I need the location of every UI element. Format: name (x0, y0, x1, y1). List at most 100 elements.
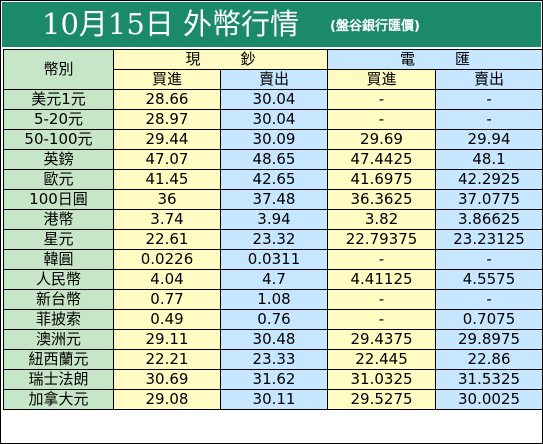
exchange-rate-table: 幣別 現鈔 電匯 買進 賣出 買進 賣出 美元1元 28.66 30.04- -5-2… (3, 49, 543, 410)
currency-name: 人民幣 (3, 269, 114, 290)
cash-buy-cell: 29.11 (113, 329, 221, 350)
cash-buy-cell: 30.69 (113, 369, 221, 390)
cash-buy-cell: 28.97 (113, 109, 221, 130)
currency-name: 澳洲元 (3, 329, 114, 350)
wire-buy-cell: - (327, 109, 437, 130)
table-row: 歐元 41.45 42.65 41.6975 42.2925 (3, 169, 543, 190)
currency-name: 100日圓 (3, 189, 114, 210)
wire-buy-cell: 29.69 (327, 129, 437, 150)
cash-buy-header: 買進 (113, 69, 221, 90)
wire-buy-cell: - (327, 309, 437, 330)
cash-buy-cell: 29.44 (113, 129, 221, 150)
wire-buy-cell: 29.4375 (327, 329, 437, 350)
wire-sell-cell: 31.5325 (435, 369, 543, 390)
wire-sell-cell: - (435, 249, 543, 270)
wire-buy-cell: - (327, 89, 437, 110)
cash-buy-cell: 4.04 (113, 269, 221, 290)
cash-buy-cell: 0.49 (113, 309, 221, 330)
cash-buy-cell: 36 (113, 189, 221, 210)
wire-buy-cell: 3.82 (327, 209, 437, 230)
table-row: 韓圓 0.0226 0.0311- - (3, 249, 543, 270)
cash-sell-cell: 30.04 (219, 89, 329, 110)
cash-sell-cell: 23.32 (219, 229, 329, 250)
wire-sell-cell: 23.23125 (435, 229, 543, 250)
wire-buy-cell: 29.5275 (327, 389, 437, 410)
table-row: 新台幣 0.77 1.08- - (3, 289, 543, 310)
wire-buy-cell: 22.445 (327, 349, 437, 370)
wire-buy-cell: 36.3625 (327, 189, 437, 210)
wire-buy-cell: 31.0325 (327, 369, 437, 390)
table-row: 100日圓 36 37.48 36.3625 37.0775 (3, 189, 543, 210)
currency-name: 星元 (3, 229, 114, 250)
page-title: 10月15日 外幣行情 (42, 7, 300, 41)
table-row: 菲披索 0.49 0.76-0.7075 (3, 309, 543, 330)
cash-sell-cell: 30.11 (219, 389, 329, 410)
cash-sell-cell: 48.65 (219, 149, 329, 170)
cash-buy-cell: 0.0226 (113, 249, 221, 270)
title-banner: 10月15日 外幣行情 (盤谷銀行匯價) (2, 2, 541, 47)
currency-name: 紐西蘭元 (3, 349, 114, 370)
cash-sell-cell: 1.08 (219, 289, 329, 310)
cash-buy-cell: 47.07 (113, 149, 221, 170)
wire-sell-cell: - (435, 289, 543, 310)
cash-sell-cell: 30.04 (219, 109, 329, 130)
table-row: 紐西蘭元 22.21 23.33 22.445 22.86 (3, 349, 543, 370)
cash-buy-cell: 29.08 (113, 389, 221, 410)
wire-sell-cell: 42.2925 (435, 169, 543, 190)
currency-name: 新台幣 (3, 289, 114, 310)
cash-buy-cell: 28.66 (113, 89, 221, 110)
cash-sell-header: 賣出 (219, 69, 329, 90)
cash-sell-cell: 0.0311 (219, 249, 329, 270)
cash-sell-cell: 0.76 (219, 309, 329, 330)
cash-sell-cell: 42.65 (219, 169, 329, 190)
wire-sell-cell: 37.0775 (435, 189, 543, 210)
group-header-row: 幣別 現鈔 電匯 (3, 49, 543, 90)
wire-sell-cell: 0.7075 (435, 309, 543, 330)
currency-name: 英鎊 (3, 149, 114, 170)
wire-sell-cell: 22.86 (435, 349, 543, 370)
currency-column-header: 幣別 (3, 49, 114, 90)
table-row: 50-100元 29.44 30.09 29.69 29.94 (3, 129, 543, 150)
cash-buy-cell: 41.45 (113, 169, 221, 190)
wire-sell-cell: 3.86625 (435, 209, 543, 230)
wire-sell-cell: 29.94 (435, 129, 543, 150)
subheader-row: 買進 賣出 買進 賣出 (4, 69, 543, 90)
wire-buy-cell: - (327, 289, 437, 310)
table-row: 5-20元 28.97 30.04- - (3, 109, 543, 130)
wire-buy-cell: 4.41125 (327, 269, 437, 290)
wire-buy-cell: 47.4425 (327, 149, 437, 170)
wire-sell-cell: 30.0025 (435, 389, 543, 410)
table-row: 加拿大元 29.08 30.11 29.5275 30.0025 (3, 389, 543, 410)
wire-sell-header: 賣出 (435, 69, 543, 90)
cash-buy-cell: 22.61 (113, 229, 221, 250)
cash-buy-cell: 22.21 (113, 349, 221, 370)
currency-name: 5-20元 (3, 109, 114, 130)
currency-name: 菲披索 (3, 309, 114, 330)
wire-sell-cell: 4.5575 (435, 269, 543, 290)
cash-sell-cell: 37.48 (219, 189, 329, 210)
wire-sell-cell: - (435, 109, 543, 130)
wire-sell-cell: - (435, 89, 543, 110)
currency-name: 瑞士法朗 (3, 369, 114, 390)
cash-sell-cell: 30.48 (219, 329, 329, 350)
currency-name: 韓圓 (3, 249, 114, 270)
cash-sell-cell: 3.94 (219, 209, 329, 230)
table-row: 港幣 3.74 3.94 3.82 3.86625 (3, 209, 543, 230)
table-row: 瑞士法朗 30.69 31.62 31.0325 31.5325 (3, 369, 543, 390)
cash-buy-cell: 0.77 (113, 289, 221, 310)
currency-name: 歐元 (3, 169, 114, 190)
cash-sell-cell: 30.09 (219, 129, 329, 150)
wire-sell-cell: 48.1 (435, 149, 543, 170)
currency-name: 50-100元 (3, 129, 114, 150)
wire-group-header: 電匯 (327, 49, 543, 70)
source-note: (盤谷銀行匯價) (330, 19, 420, 34)
table-row: 英鎊 47.07 48.65 47.4425 48.1 (3, 149, 543, 170)
wire-buy-cell: 22.79375 (327, 229, 437, 250)
currency-name: 港幣 (3, 209, 114, 230)
rate-rows: 美元1元 28.66 30.04- -5-20元 28.97 30.04- -50-100元… (3, 89, 543, 410)
cash-sell-cell: 4.7 (219, 269, 329, 290)
currency-name: 美元1元 (3, 89, 114, 110)
cash-sell-cell: 31.62 (219, 369, 329, 390)
table-row: 星元 22.61 23.32 22.79375 23.23125 (3, 229, 543, 250)
